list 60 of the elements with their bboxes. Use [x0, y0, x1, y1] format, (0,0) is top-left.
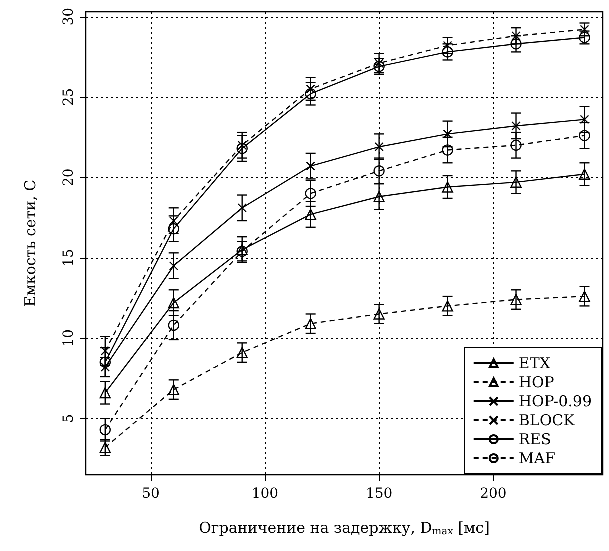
- point: [579, 290, 590, 302]
- point: [306, 162, 316, 171]
- point: [168, 384, 180, 396]
- point: [238, 140, 247, 150]
- legend-label: MAF: [518, 450, 556, 468]
- x-tick-label: 200: [480, 486, 507, 502]
- point: [305, 208, 316, 220]
- point: [510, 38, 522, 50]
- point: [374, 142, 384, 152]
- point: [306, 84, 316, 94]
- point: [305, 318, 316, 330]
- point: [579, 168, 590, 180]
- point: [374, 58, 384, 68]
- point: [236, 143, 248, 154]
- point: [100, 387, 111, 399]
- point: [510, 140, 522, 152]
- y-tick-label: 5: [61, 414, 77, 424]
- point: [442, 46, 454, 58]
- point: [580, 115, 590, 124]
- point: [305, 88, 316, 100]
- x-tick-label: 150: [366, 486, 393, 502]
- point: [442, 144, 454, 156]
- point: [374, 191, 385, 202]
- legend-label: BLOCK: [518, 412, 576, 430]
- legend-label: RES: [518, 430, 552, 448]
- point: [100, 362, 110, 372]
- legend-label: HOP: [518, 374, 554, 392]
- point: [512, 122, 521, 131]
- point: [100, 424, 111, 436]
- point: [168, 320, 180, 332]
- point: [374, 166, 385, 177]
- point: [236, 347, 248, 358]
- point: [100, 346, 110, 356]
- point: [510, 294, 522, 306]
- point: [510, 176, 522, 188]
- point: [443, 130, 452, 139]
- y-tick-label: 15: [61, 249, 77, 267]
- y-tick-label: 10: [61, 329, 77, 348]
- point: [169, 261, 178, 271]
- point: [168, 297, 180, 309]
- point: [374, 308, 385, 320]
- point: [169, 216, 178, 226]
- point: [442, 182, 454, 193]
- point: [238, 204, 247, 213]
- point: [168, 223, 180, 235]
- y-tick-label: 30: [61, 8, 77, 26]
- point: [443, 41, 452, 50]
- legend-label: HOP-0.99: [518, 392, 592, 410]
- point: [305, 188, 316, 200]
- point: [374, 61, 385, 72]
- y-tick-label: 20: [61, 168, 77, 186]
- point: [442, 300, 454, 312]
- legend-label: ETX: [518, 354, 551, 372]
- y-tick-label: 25: [61, 88, 77, 106]
- y-axis-title: Емкость сети, C: [22, 180, 40, 308]
- point: [512, 32, 521, 41]
- x-tick-label: 50: [142, 486, 160, 502]
- point: [579, 130, 590, 142]
- point: [100, 442, 111, 454]
- x-tick-label: 100: [252, 486, 279, 502]
